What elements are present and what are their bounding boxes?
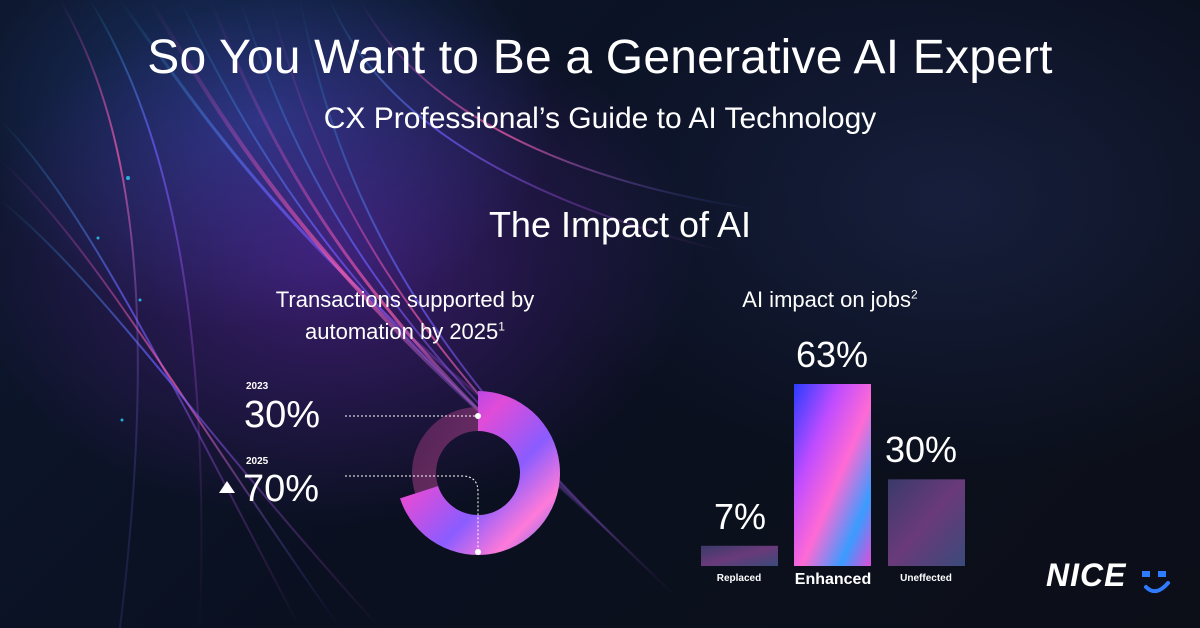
bar-value-uneffected: 30% xyxy=(884,429,958,471)
donut-marker-2025 xyxy=(475,549,481,555)
donut-caption-line2: automation by 2025 xyxy=(305,319,499,344)
donut-segment-2023 xyxy=(412,407,478,494)
logo-wordmark: NICE xyxy=(1046,557,1127,593)
donut-segment-2025 xyxy=(400,391,560,555)
up-arrow-icon xyxy=(219,481,235,493)
section-title: The Impact of AI xyxy=(488,204,752,245)
bar-replaced xyxy=(701,545,778,566)
bar-value-enhanced: 63% xyxy=(795,334,869,375)
logo-smile-icon xyxy=(1142,571,1170,594)
page-subtitle: CX Professional’s Guide to AI Technology xyxy=(323,102,877,135)
nice-logo: NICE xyxy=(1046,557,1170,594)
donut-value-2025: 70% xyxy=(243,468,320,510)
bar-enhanced xyxy=(794,384,871,566)
bar-category-enhanced: Enhanced xyxy=(794,571,872,588)
bar-caption-text: AI impact on jobs xyxy=(742,287,912,312)
bar-value-replaced: 7% xyxy=(713,495,767,537)
bar-caption-footnote: 2 xyxy=(911,287,918,302)
donut-leader-2025 xyxy=(345,475,479,552)
page-title: So You Want to Be a Generative AI Expert xyxy=(147,31,1053,84)
bar-category-replaced: Replaced xyxy=(716,573,762,584)
donut-caption-footnote: 1 xyxy=(498,319,505,334)
donut-label-2023: 2023 xyxy=(246,381,269,392)
bar-uneffected xyxy=(888,479,965,566)
donut-marker-2023 xyxy=(475,413,481,419)
bar-category-uneffected: Uneffected xyxy=(900,573,952,584)
donut-value-2023: 30% xyxy=(244,394,321,436)
donut-caption: Transactions supported by automation by … xyxy=(240,284,570,348)
donut-label-2025: 2025 xyxy=(246,456,269,467)
bar-caption: AI impact on jobs2 xyxy=(700,284,960,316)
donut-caption-line1: Transactions supported by xyxy=(275,287,535,312)
